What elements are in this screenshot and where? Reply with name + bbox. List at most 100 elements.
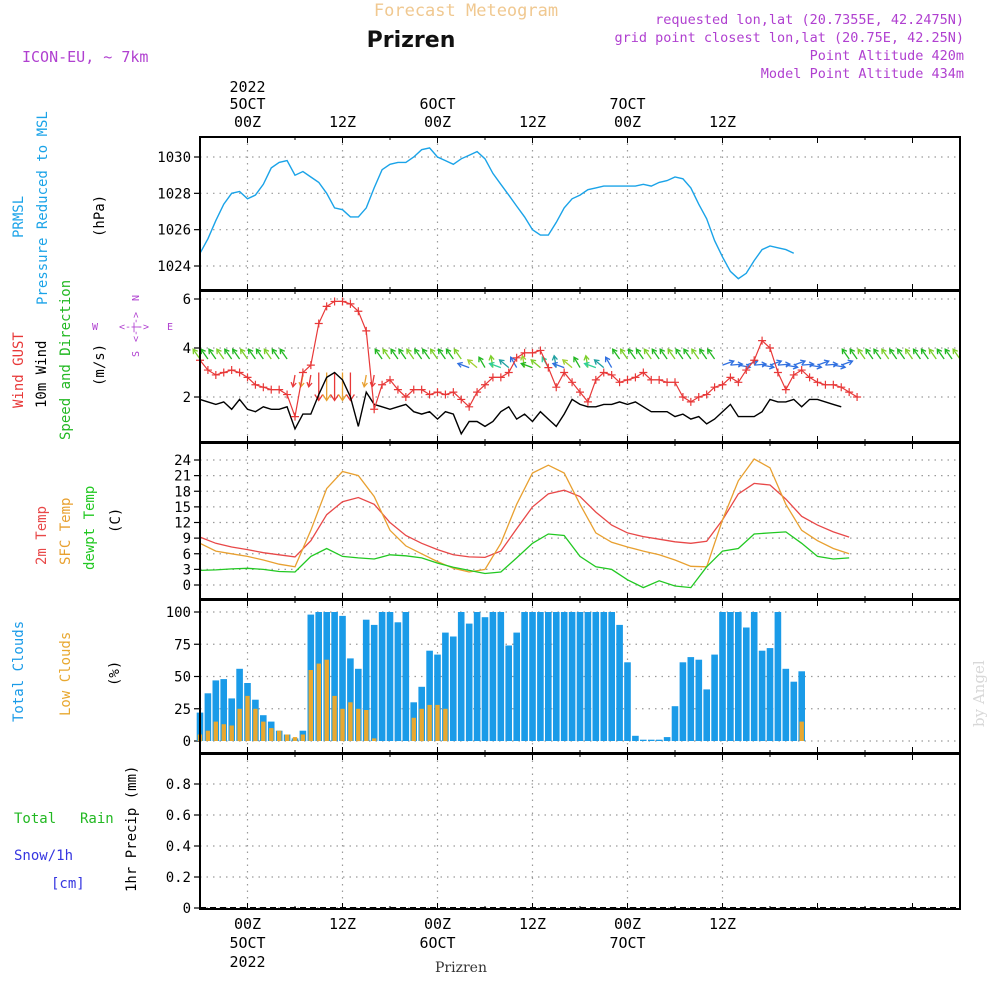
- bottom-axis-hour: 00Z: [424, 915, 451, 933]
- total-cloud-bar: [402, 612, 410, 741]
- total-cloud-bar: [632, 735, 639, 741]
- total-cloud-bar: [228, 698, 235, 741]
- wind-gust-point: [702, 390, 711, 399]
- low-cloud-bar: [799, 721, 804, 741]
- wind-direction-arrowhead: [488, 361, 495, 368]
- pressure-ytick-label: 1026: [157, 223, 191, 239]
- clouds-ytick-label: 100: [166, 605, 191, 621]
- wind-direction-arrow: [936, 348, 945, 360]
- wind-gust-point: [409, 385, 418, 394]
- wind-direction-arrow: [521, 355, 526, 368]
- wind-direction-arrow: [777, 363, 790, 366]
- wind-direction-arrowhead: [520, 361, 527, 368]
- wind-direction-arrowhead: [593, 359, 600, 365]
- bottom-axis-date: 6OCT: [419, 934, 455, 952]
- wind-direction-arrowhead: [920, 348, 927, 355]
- temperature-ytick-label: 6: [183, 547, 191, 563]
- total-cloud-bar: [378, 612, 386, 741]
- wind-direction-arrow: [785, 364, 798, 368]
- wind-direction-arrowhead: [643, 348, 650, 355]
- wind-gust-point: [734, 378, 743, 387]
- wind-gust-point: [291, 412, 299, 421]
- wind-direction-arrow: [849, 348, 858, 360]
- compass-rose: N S W E <-|-> <-|->: [92, 295, 173, 357]
- panels: 1024102610281030246036912151821240255075…: [157, 137, 960, 917]
- precipitation-ytick-label: 0.6: [166, 808, 191, 824]
- wind-gust-point: [797, 366, 806, 375]
- wind-direction-arrow: [833, 364, 846, 368]
- total-cloud-bar: [648, 739, 655, 741]
- wind-direction-arrowhead: [224, 348, 230, 355]
- precip-legend-total: Total: [14, 811, 56, 827]
- compass-north: N: [131, 295, 142, 301]
- wind-direction-arrow: [398, 348, 407, 360]
- wind-direction-arrow: [521, 362, 533, 369]
- wind-gust-point: [591, 375, 600, 384]
- total-cloud-bar: [331, 612, 338, 741]
- total-cloud-bar: [450, 636, 457, 741]
- wind-gust-point: [481, 380, 489, 389]
- total-cloud-bar: [560, 612, 568, 741]
- total-cloud-bar: [545, 612, 552, 741]
- wind-gust-point: [837, 383, 846, 392]
- temp-sfc-line: [199, 458, 850, 573]
- total-cloud-bar: [735, 612, 742, 741]
- wind-gust-point: [330, 297, 339, 306]
- total-cloud-bar: [236, 668, 243, 741]
- wind-direction-arrowhead: [330, 394, 340, 402]
- wind-direction-arrow: [841, 360, 853, 366]
- bottom-axis-hour: 00Z: [614, 915, 641, 933]
- wind-gust-point: [243, 373, 252, 382]
- wind-gust-point: [686, 397, 695, 406]
- wind-direction-arrow: [699, 348, 708, 360]
- total-cloud-bar: [616, 624, 623, 741]
- pressure-ylabel: (hPa): [92, 195, 108, 237]
- wind-direction-arrowhead: [445, 348, 452, 355]
- top-axis-year: 2022: [229, 78, 265, 96]
- total-cloud-bar: [521, 612, 528, 741]
- total-cloud-bar: [600, 612, 608, 741]
- wind-gust-point: [552, 383, 561, 392]
- total-cloud-bar: [513, 632, 520, 741]
- total-cloud-bar: [798, 671, 805, 741]
- wind-direction-arrow: [279, 348, 288, 360]
- wind-series: [192, 297, 961, 436]
- wind-direction-arrows: [192, 348, 961, 402]
- wind-direction-arrow: [594, 359, 605, 369]
- wind-direction-arrowhead: [823, 359, 830, 366]
- wind-direction-arrow: [675, 348, 684, 360]
- low-cloud-bar: [284, 734, 290, 741]
- wind-direction-arrowhead: [627, 348, 634, 355]
- wind-direction-arrow: [683, 348, 692, 360]
- wind-direction-arrowhead: [737, 361, 744, 368]
- watermark: by Angel: [970, 660, 988, 727]
- wind-gust-point: [813, 378, 822, 387]
- wind-direction-arrow: [457, 362, 470, 369]
- wind-direction-arrow: [913, 348, 921, 360]
- top-axis-date: 6OCT: [419, 95, 455, 113]
- wind-direction-arrow: [467, 359, 478, 369]
- pressure-legend-line1: PRMSL: [11, 196, 27, 238]
- chart-title: Prizren: [367, 28, 456, 53]
- wind-gust-point: [362, 326, 371, 335]
- wind-direction-arrow: [271, 348, 280, 360]
- temperature-ytick-label: 9: [183, 531, 191, 547]
- low-cloud-bar: [443, 708, 448, 742]
- wind-gust-point: [845, 388, 854, 397]
- top-axis-hour: 00Z: [614, 113, 641, 131]
- wind-direction-arrow: [192, 348, 201, 360]
- total-cloud-bar: [465, 623, 473, 741]
- wind-direction-arrow: [216, 348, 225, 360]
- wind-gust-point: [750, 356, 759, 365]
- temp-dewpt-line: [199, 531, 850, 589]
- wind-direction-arrow: [769, 360, 782, 366]
- total-cloud-bar: [355, 668, 362, 741]
- top-axis-hour: 12Z: [709, 113, 736, 131]
- wind-direction-arrow: [371, 374, 375, 387]
- wind-direction-arrowhead: [952, 348, 958, 355]
- clouds-ytick-label: 25: [174, 702, 191, 718]
- clouds-panel: 0 25 50 75 100: [166, 600, 960, 753]
- wind-direction-arrow: [374, 348, 383, 360]
- wind-direction-arrowhead: [208, 348, 214, 355]
- precipitation-panel: 0 0.2 0.4 0.6 0.8: [166, 754, 960, 917]
